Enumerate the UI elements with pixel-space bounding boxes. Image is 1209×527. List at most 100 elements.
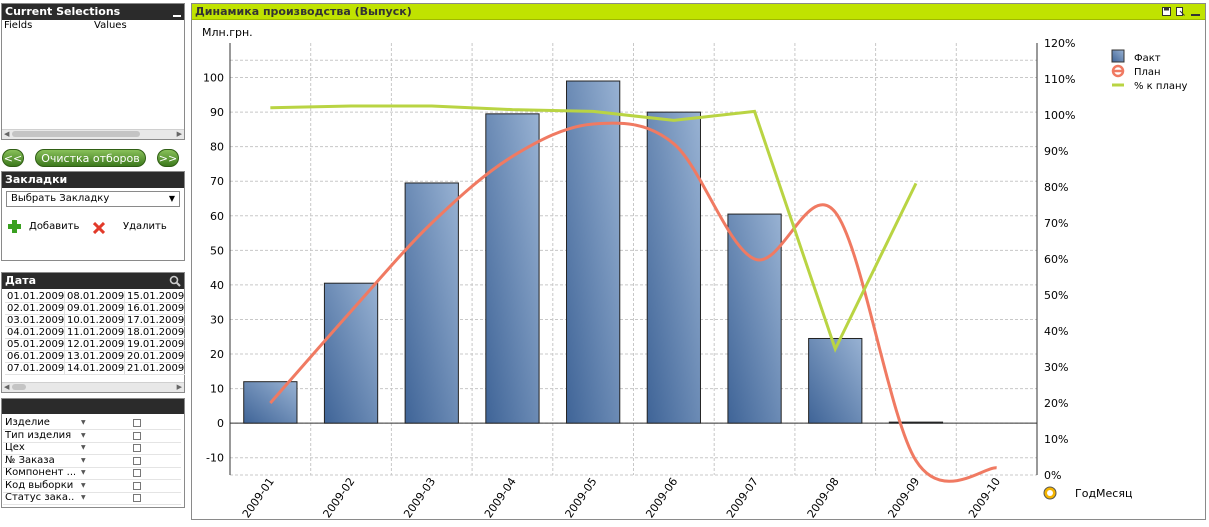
date-title: Дата [5,274,37,287]
date-item[interactable]: 05.01.2009 [5,339,65,351]
scroll-thumb[interactable] [12,131,140,137]
param-checkbox[interactable] [133,456,141,465]
date-item[interactable]: 12.01.2009 [65,339,125,351]
param-row[interactable]: Тип изделия ▼ [3,430,181,443]
date-item[interactable]: 16.01.2009 [125,303,185,315]
delete-bookmark-button[interactable]: Удалить [123,221,167,232]
param-label: Статус зака... [5,492,75,503]
search-icon[interactable] [169,275,181,287]
bar[interactable] [566,80,621,424]
scroll-right-icon[interactable]: ▶ [176,130,182,138]
bar[interactable] [323,282,379,424]
param-row[interactable]: Статус зака... ▼ [3,492,181,505]
legend-label: % к плану [1134,81,1187,92]
date-item[interactable]: 13.01.2009 [65,351,125,363]
bookmarks-caption: Закладки [2,172,184,188]
param-row[interactable]: Цех ▼ [3,442,181,455]
param-row[interactable]: Компонент ... ▼ [3,467,181,480]
chevron-down-icon[interactable]: ▼ [81,469,86,476]
bookmark-select-value: Выбрать Закладку [11,193,110,204]
export-icon[interactable] [1176,7,1185,16]
add-icon[interactable] [8,220,21,233]
date-item[interactable]: 06.01.2009 [5,351,65,363]
save-icon[interactable] [1162,7,1171,16]
param-label: № Заказа [5,454,55,466]
date-item[interactable]: 18.01.2009 [125,327,185,339]
param-row[interactable]: Код выборки ▼ [3,480,181,493]
refresh-icon[interactable] [1043,486,1057,500]
y-tick-label: 80 [210,141,224,154]
current-selections-panel: Current Selections Fields Values ◀ ▶ [1,3,185,140]
scroll-left-icon[interactable]: ◀ [4,130,10,138]
prev-button[interactable]: << [2,149,24,167]
param-label: Тип изделия [5,429,72,441]
date-item[interactable]: 21.01.2009 [125,363,185,375]
param-checkbox[interactable] [133,469,141,477]
date-item[interactable]: 08.01.2009 [65,291,125,303]
chevron-down-icon[interactable]: ▼ [81,419,86,426]
param-label: Изделие [5,417,50,428]
date-caption: Дата [2,273,184,289]
pct-line[interactable] [270,104,918,353]
date-item[interactable]: 20.01.2009 [125,351,185,363]
date-item[interactable]: 10.01.2009 [65,315,125,327]
bar[interactable] [888,421,944,424]
param-checkbox[interactable] [133,481,141,490]
y2-tick-label: 20% [1044,397,1068,410]
chevron-down-icon[interactable]: ▼ [81,481,86,489]
minimize-icon[interactable] [1191,14,1200,16]
param-checkbox[interactable] [133,444,141,452]
date-scrollbar[interactable]: ◀ ▶ [2,382,184,392]
date-item[interactable]: 01.01.2009 [5,291,65,303]
add-bookmark-button[interactable]: Добавить [29,221,80,232]
bar[interactable] [808,337,863,424]
chevron-down-icon[interactable]: ▼ [81,444,86,451]
y-tick-label: 90 [210,106,224,119]
chevron-down-icon[interactable]: ▼ [81,456,86,464]
date-item[interactable]: 14.01.2009 [65,363,125,375]
date-item[interactable]: 02.01.2009 [5,303,65,315]
date-listbox: Дата 01.01.2009 02.01.2009 03.01.2009 04.01… [1,272,185,393]
bar[interactable] [404,182,459,424]
bar[interactable] [485,113,540,424]
param-row[interactable]: № Заказа ▼ [3,455,181,468]
y-tick-label: 10 [210,383,224,396]
date-item[interactable]: 09.01.2009 [65,303,125,315]
date-item[interactable]: 07.01.2009 [5,363,65,375]
legend-label: Факт [1134,53,1161,64]
minimize-icon[interactable] [173,15,181,17]
plan-line[interactable] [269,121,997,483]
y2-tick-label: 110% [1044,73,1075,86]
chevron-down-icon[interactable]: ▼ [81,494,86,501]
date-item[interactable]: 04.01.2009 [5,327,65,339]
param-checkbox[interactable] [133,431,141,440]
clear-selections-button[interactable]: Очистка отборов [35,149,146,167]
bookmark-select[interactable]: Выбрать Закладку ▼ [6,191,180,207]
scroll-thumb[interactable] [12,384,26,390]
date-item[interactable]: 03.01.2009 [5,315,65,327]
y-tick-label: 40 [210,279,224,292]
date-item[interactable]: 15.01.2009 [125,291,185,303]
legend-label: План [1134,67,1161,78]
y-tick-label: 30 [210,313,224,326]
y-tick-label: 20 [210,348,224,361]
param-label: Цех [5,442,25,453]
selections-scrollbar[interactable]: ◀ ▶ [2,129,184,139]
bar[interactable] [646,111,701,424]
param-checkbox[interactable] [133,419,141,427]
date-item[interactable]: 11.01.2009 [65,327,125,339]
date-item[interactable]: 19.01.2009 [125,339,185,351]
chevron-down-icon[interactable]: ▼ [81,431,86,439]
params-caption [2,399,184,414]
scroll-right-icon[interactable]: ▶ [176,383,182,391]
delete-icon[interactable] [93,222,105,234]
param-row[interactable]: Изделие ▼ [3,417,181,430]
chevron-down-icon[interactable]: ▼ [168,194,175,203]
param-checkbox[interactable] [133,494,141,502]
y2-tick-label: 70% [1044,217,1068,230]
date-item[interactable]: 17.01.2009 [125,315,185,327]
next-button[interactable]: >> [157,149,179,167]
y-axis-label: Млн.грн. [202,26,253,39]
scroll-left-icon[interactable]: ◀ [4,383,10,391]
bar[interactable] [727,213,782,424]
